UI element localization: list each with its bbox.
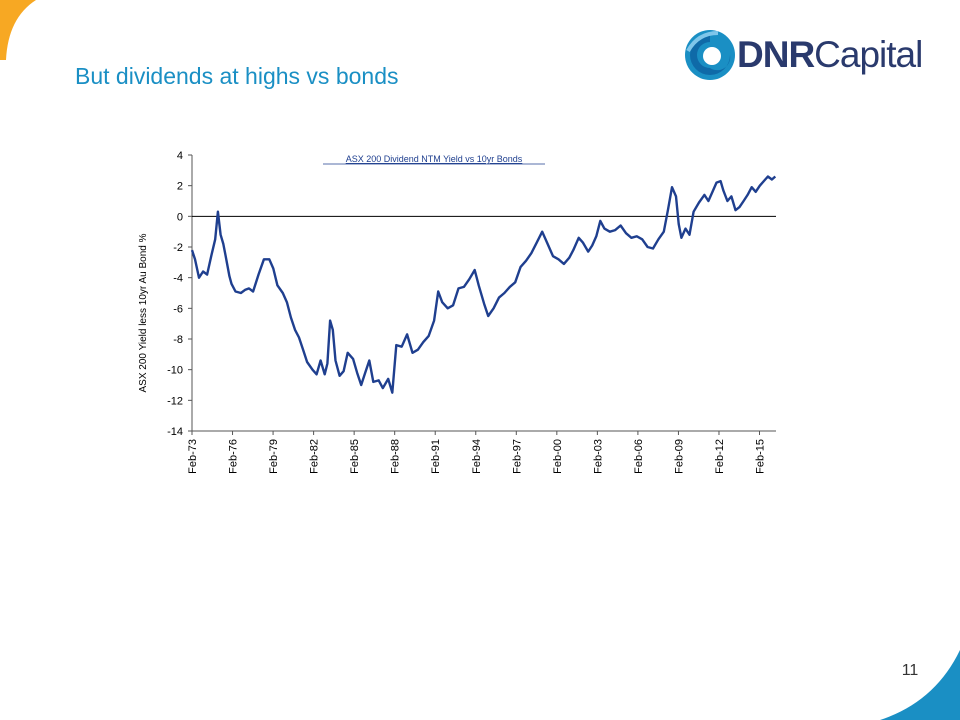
- y-tick-label: -2: [173, 242, 183, 254]
- x-tick-label: Feb-88: [390, 439, 402, 474]
- x-tick-label: Feb-12: [714, 439, 726, 474]
- y-tick-label: 4: [177, 150, 183, 162]
- y-tick-label: -6: [173, 303, 183, 315]
- x-tick-label: Feb-76: [228, 439, 240, 474]
- logo-suffix: Capital: [814, 34, 923, 75]
- blue-corner-shape: [880, 650, 960, 720]
- x-tick-label: Feb-85: [349, 439, 361, 474]
- x-axis-group: Feb-73 Feb-76 Feb-79 Feb-82 Feb-85 Feb-88 Feb-…: [187, 430, 776, 474]
- x-tick-label: Feb-97: [511, 439, 523, 474]
- y-tick-label: -12: [167, 395, 183, 407]
- logo-wordmark: DNRCapital: [737, 34, 923, 76]
- slide-title: But dividends at highs vs bonds: [75, 63, 399, 89]
- y-tick-label: 0: [177, 211, 183, 223]
- x-tick-label: Feb-06: [633, 439, 645, 474]
- x-tick-label: Feb-09: [673, 439, 685, 474]
- page-number: 11: [901, 662, 919, 679]
- series-line: [190, 175, 777, 394]
- orange-corner-shape: [0, 0, 36, 60]
- x-tick-label: Feb-03: [592, 439, 604, 474]
- x-tick-label: Feb-79: [268, 439, 280, 474]
- y-axis-label: ASX 200 Yield less 10yr Au Bond %: [138, 233, 149, 392]
- chart-title: ASX 200 Dividend NTM Yield vs 10yr Bonds: [346, 154, 523, 164]
- bottom-right-blue-corner: [880, 650, 960, 720]
- dnr-capital-logo: DNRCapital: [684, 26, 929, 84]
- x-tick-label: Feb-00: [552, 439, 564, 474]
- top-left-orange-corner: [0, 0, 36, 60]
- x-tick-label: Feb-73: [187, 439, 199, 474]
- y-tick-label: 2: [177, 181, 183, 193]
- x-tick-label: Feb-82: [309, 439, 321, 474]
- x-tick-label: Feb-15: [755, 439, 767, 474]
- x-tick-label: Feb-94: [471, 439, 483, 474]
- y-tick-label: -8: [173, 334, 183, 346]
- swirl-logo-icon: [685, 30, 735, 80]
- y-axis-group: 4 2 0 -2 -4 -6 -8 -10 -12 -14: [167, 150, 193, 438]
- x-tick-label: Feb-91: [430, 439, 442, 474]
- y-tick-label: -4: [173, 273, 183, 285]
- logo-brand: DNR: [737, 34, 815, 75]
- y-tick-label: -14: [167, 426, 183, 438]
- y-tick-label: -10: [167, 365, 183, 377]
